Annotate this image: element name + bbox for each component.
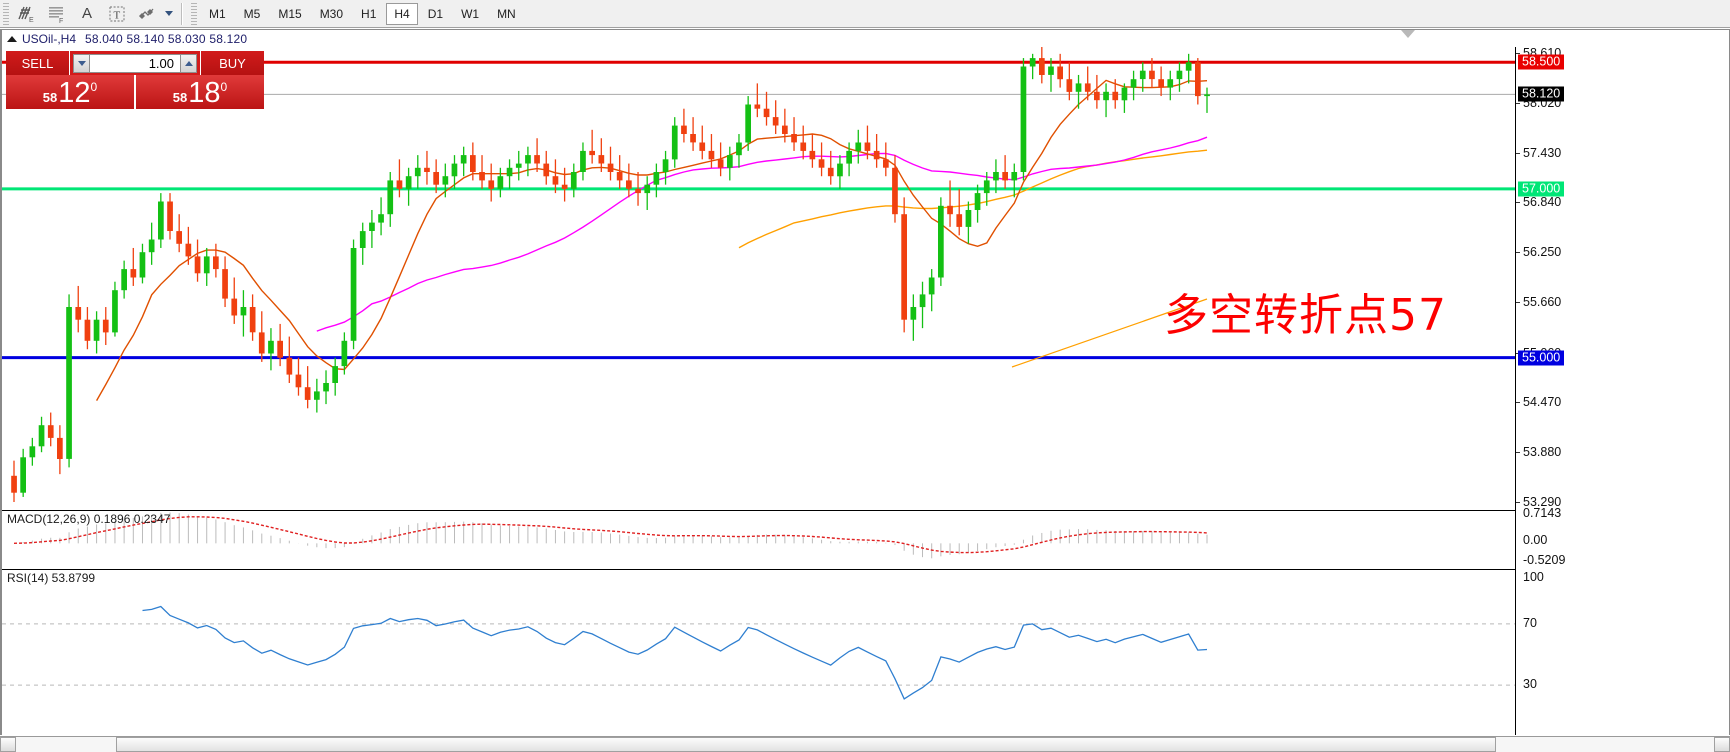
chart-symbol-label: USOil-,H4 (22, 31, 77, 46)
buy-button[interactable]: BUY (200, 51, 264, 75)
timeframe-grip[interactable] (191, 2, 197, 25)
timeframe-button-m1[interactable]: M1 (209, 6, 226, 21)
buy-price-superscript: 0 (220, 80, 228, 94)
price-level-badge-blue[interactable]: 55.000 (1518, 350, 1565, 366)
scroll-right-button[interactable] (1714, 737, 1730, 752)
buy-price-big: 18 (188, 77, 221, 109)
price-axis-label: 55.660 (1523, 294, 1562, 309)
text-icon-glyph: A (81, 5, 92, 22)
rsi-chart-canvas (2, 605, 1518, 700)
ma-long-line (738, 149, 1208, 249)
candlestick-series (11, 47, 1210, 502)
annotation-pointer-line (1011, 298, 1208, 368)
timeframe-button-w1[interactable]: W1 (461, 6, 480, 21)
macd-axis-label: 0.7143 (1523, 506, 1562, 520)
price-axis-tick (1516, 202, 1520, 204)
text-label-icon[interactable]: T (102, 1, 132, 27)
macd-axis-label: -0.5209 (1523, 553, 1566, 567)
price-level-badge-red[interactable]: 58.500 (1518, 54, 1565, 70)
horizontal-scrollbar[interactable] (0, 736, 1730, 752)
main-toolbar: E F A T (0, 0, 1730, 28)
chart-annotation-text: 多空转折点57 (1164, 290, 1447, 341)
svg-text:T: T (114, 9, 121, 21)
scroll-left-button[interactable] (0, 737, 16, 752)
price-axis-tick (1516, 502, 1520, 503)
chart-scroll-marker-icon[interactable] (1401, 30, 1415, 38)
timeframe-button-m15[interactable]: M15 (278, 6, 302, 21)
volume-increment-button[interactable] (180, 53, 197, 73)
scrollbar-track[interactable] (16, 737, 1714, 752)
ma-slow-line (316, 136, 1208, 332)
timeframe-button-mn[interactable]: MN (497, 6, 516, 21)
objects-icon[interactable] (132, 1, 162, 27)
text-icon[interactable]: A (72, 1, 102, 27)
chart-ohlc-values: 58.040 58.140 58.030 58.120 (85, 31, 248, 46)
chart-header: USOil-,H4 58.040 58.140 58.030 58.120 (2, 30, 1729, 47)
toolbar-grip[interactable] (3, 2, 9, 25)
volume-decrement-button[interactable] (73, 53, 90, 73)
price-level-badge-green[interactable]: 57.000 (1518, 181, 1565, 197)
timeframe-button-m30[interactable]: M30 (319, 6, 344, 21)
volume-control: 1.00 (70, 51, 200, 75)
fibonacci-icon[interactable]: F (42, 1, 72, 27)
macd-histogram-series (22, 512, 1208, 559)
volume-input[interactable]: 1.00 (90, 53, 180, 73)
one-click-trading-panel: SELL 1.00 BUY 58 12 0 58 18 0 (6, 51, 264, 109)
price-axis-label: 53.880 (1523, 445, 1562, 460)
rsi-line (142, 605, 1208, 700)
price-axis-label: 56.840 (1523, 195, 1562, 210)
price-axis-tick (1516, 252, 1520, 254)
chart-window: USOil-,H4 58.040 58.140 58.030 58.120 多空… (0, 29, 1730, 752)
sell-price-whole: 58 (42, 90, 58, 105)
price-axis-tick (1516, 152, 1520, 154)
scrollbar-thumb[interactable] (116, 737, 1496, 752)
ma-fast-line (95, 79, 1208, 401)
rsi-axis-label: 30 (1523, 677, 1537, 692)
timeframe-bar: M1 M5 M15 M30 H1 H4 D1 W1 MN (200, 2, 525, 25)
price-axis-tick (1516, 102, 1520, 104)
buy-price-whole: 58 (172, 90, 188, 105)
price-axis-tick (1516, 402, 1520, 404)
macd-axis-label: 0.00 (1523, 533, 1548, 548)
timeframe-button-m5[interactable]: M5 (243, 6, 261, 21)
trade-panel-top-row: SELL 1.00 BUY (6, 51, 264, 75)
buy-price-display[interactable]: 58 18 0 (135, 75, 264, 109)
price-axis-label: 54.470 (1523, 395, 1562, 410)
macd-indicator-label: MACD(12,26,9) 0.1896 0.2347 (7, 512, 171, 526)
macd-chart-canvas (13, 512, 1208, 559)
toolbar-separator (181, 2, 183, 25)
price-axis-tick (1516, 301, 1520, 303)
rsi-axis-label: 100 (1523, 570, 1544, 584)
price-axis-label: 57.430 (1523, 145, 1562, 160)
price-axis[interactable]: 58.61058.02057.43056.84056.25055.66055.0… (1515, 46, 1729, 735)
price-axis-tick (1516, 452, 1520, 454)
svg-text:E: E (29, 17, 34, 24)
rsi-indicator-label: RSI(14) 53.8799 (7, 571, 96, 585)
sell-button[interactable]: SELL (6, 51, 70, 75)
timeframe-button-h4[interactable]: H4 (386, 2, 418, 25)
sell-price-superscript: 0 (90, 80, 98, 94)
macd-pane[interactable]: MACD(12,26,9) 0.1896 0.2347 (2, 510, 1518, 568)
objects-dropdown-caret[interactable] (162, 1, 176, 27)
svg-text:F: F (59, 18, 63, 24)
sell-price-big: 12 (58, 77, 91, 109)
price-pane[interactable]: 多空转折点57 (2, 47, 1518, 508)
rsi-axis-label: 70 (1523, 615, 1537, 630)
triangle-up-icon (7, 35, 17, 42)
sell-price-display[interactable]: 58 12 0 (6, 75, 135, 109)
price-chart-canvas (2, 47, 1518, 502)
price-axis-label: 56.250 (1523, 245, 1562, 260)
trade-panel-price-row: 58 12 0 58 18 0 (6, 75, 264, 109)
price-level-badge-black[interactable]: 58.120 (1518, 86, 1565, 102)
timeframe-button-h1[interactable]: H1 (361, 6, 377, 21)
macd-signal-line (13, 516, 1208, 554)
rsi-pane[interactable]: RSI(14) 53.8799 (2, 569, 1518, 739)
price-axis-label: 53.290 (1523, 495, 1562, 509)
price-axis-tick (1516, 53, 1520, 54)
timeframe-button-d1[interactable]: D1 (427, 6, 444, 21)
expert-advisor-icon[interactable]: E (12, 1, 42, 27)
